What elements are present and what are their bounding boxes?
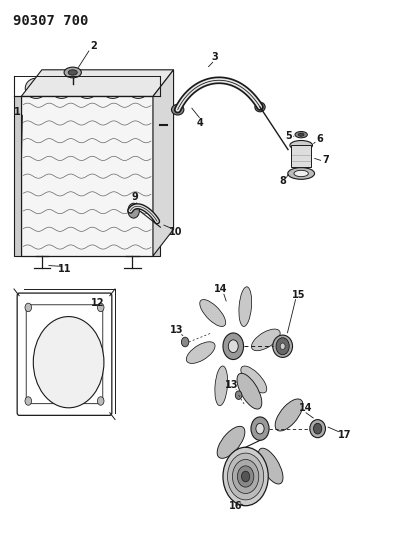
Ellipse shape — [186, 342, 215, 364]
Ellipse shape — [33, 317, 104, 408]
Circle shape — [237, 466, 254, 487]
Text: 8: 8 — [279, 176, 286, 187]
Circle shape — [25, 397, 31, 405]
Ellipse shape — [273, 335, 292, 358]
Text: 14: 14 — [299, 403, 313, 414]
Circle shape — [228, 340, 238, 353]
Circle shape — [313, 423, 322, 434]
Ellipse shape — [298, 133, 304, 136]
Ellipse shape — [68, 70, 77, 75]
Circle shape — [280, 343, 285, 350]
Ellipse shape — [237, 373, 262, 409]
Text: 3: 3 — [211, 52, 218, 61]
Ellipse shape — [288, 167, 315, 179]
Text: 5: 5 — [285, 131, 292, 141]
Text: 90307 700: 90307 700 — [13, 14, 88, 28]
Ellipse shape — [51, 78, 72, 99]
Text: 17: 17 — [338, 430, 351, 440]
Circle shape — [276, 338, 289, 355]
Circle shape — [181, 337, 189, 347]
Circle shape — [251, 417, 269, 440]
Circle shape — [223, 447, 268, 506]
Text: 10: 10 — [169, 227, 183, 237]
Ellipse shape — [76, 78, 98, 99]
Circle shape — [25, 303, 31, 312]
Polygon shape — [21, 96, 153, 256]
Polygon shape — [14, 96, 21, 256]
Text: 4: 4 — [197, 118, 204, 128]
Text: 16: 16 — [228, 500, 242, 511]
Text: 6: 6 — [316, 134, 323, 144]
Text: 13: 13 — [170, 325, 184, 335]
Polygon shape — [153, 96, 160, 256]
Ellipse shape — [200, 300, 225, 326]
Text: 15: 15 — [292, 289, 306, 300]
Text: 14: 14 — [214, 284, 228, 294]
Ellipse shape — [258, 448, 283, 484]
Ellipse shape — [294, 170, 309, 176]
Ellipse shape — [310, 419, 325, 438]
Ellipse shape — [127, 78, 149, 99]
Text: 1: 1 — [14, 107, 21, 117]
Ellipse shape — [25, 78, 47, 99]
Polygon shape — [291, 146, 311, 166]
Ellipse shape — [290, 141, 313, 150]
Polygon shape — [21, 70, 173, 96]
Text: 12: 12 — [91, 297, 104, 308]
Circle shape — [97, 303, 104, 312]
Text: 7: 7 — [323, 155, 329, 165]
Circle shape — [228, 453, 264, 500]
Text: 11: 11 — [58, 264, 71, 274]
Ellipse shape — [252, 329, 280, 351]
Circle shape — [242, 471, 250, 482]
Ellipse shape — [102, 78, 123, 99]
Ellipse shape — [217, 426, 245, 458]
Circle shape — [256, 423, 264, 434]
Ellipse shape — [215, 366, 228, 406]
Text: 13: 13 — [224, 380, 238, 390]
Text: 9: 9 — [131, 192, 138, 203]
Circle shape — [233, 459, 259, 494]
Ellipse shape — [241, 366, 267, 393]
Ellipse shape — [275, 399, 303, 431]
Circle shape — [223, 333, 244, 360]
Ellipse shape — [171, 104, 184, 115]
Ellipse shape — [295, 132, 307, 138]
Circle shape — [235, 391, 242, 399]
Ellipse shape — [64, 67, 81, 78]
Circle shape — [128, 203, 140, 218]
Text: 2: 2 — [90, 41, 97, 51]
Circle shape — [97, 397, 104, 405]
Polygon shape — [153, 70, 173, 256]
Ellipse shape — [255, 102, 265, 112]
Ellipse shape — [239, 287, 252, 327]
